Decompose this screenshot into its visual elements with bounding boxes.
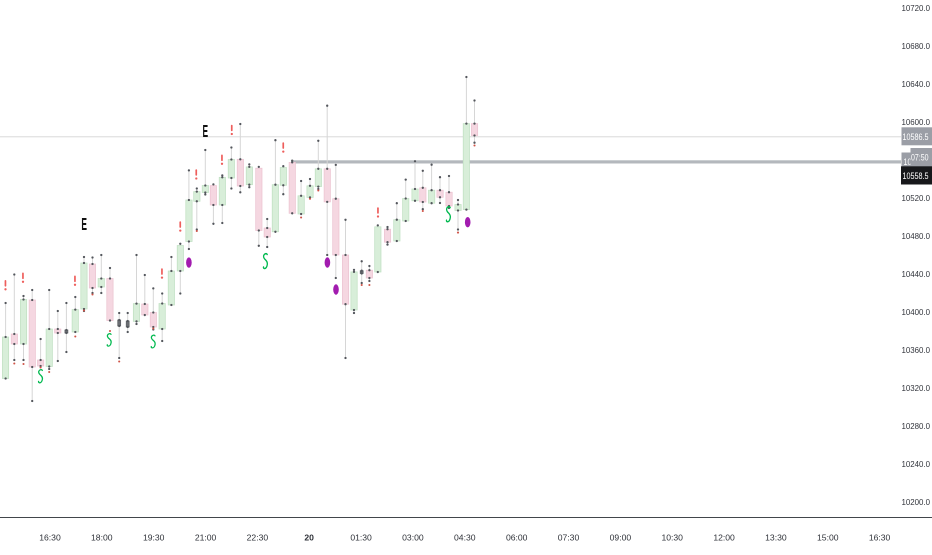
svg-text:07:30: 07:30 — [558, 533, 580, 543]
svg-text:E: E — [202, 122, 208, 141]
svg-text:10360.0: 10360.0 — [901, 346, 930, 355]
svg-text:09:00: 09:00 — [610, 533, 632, 543]
svg-text:03:00: 03:00 — [402, 533, 424, 543]
svg-text:10640.0: 10640.0 — [901, 80, 930, 89]
svg-text:20: 20 — [304, 533, 314, 543]
svg-text:10558.5: 10558.5 — [903, 171, 929, 181]
svg-text:10720.0: 10720.0 — [901, 4, 930, 13]
svg-text:E: E — [81, 215, 87, 234]
svg-text:16:30: 16:30 — [869, 533, 891, 543]
svg-text:10240.0: 10240.0 — [901, 460, 930, 469]
svg-text:10400.0: 10400.0 — [901, 308, 930, 317]
svg-text:10600.0: 10600.0 — [901, 118, 930, 127]
svg-text:15:00: 15:00 — [817, 533, 839, 543]
svg-text:10440.0: 10440.0 — [901, 270, 930, 279]
svg-text:22:30: 22:30 — [247, 533, 269, 543]
svg-text:21:00: 21:00 — [195, 533, 217, 543]
svg-text:19:30: 19:30 — [143, 533, 165, 543]
svg-text:01:30: 01:30 — [350, 533, 372, 543]
svg-text:10320.0: 10320.0 — [901, 384, 930, 393]
svg-text:10:30: 10:30 — [661, 533, 683, 543]
svg-text:18:00: 18:00 — [91, 533, 113, 543]
svg-text:10200.0: 10200.0 — [901, 498, 930, 507]
svg-text:12:00: 12:00 — [713, 533, 735, 543]
svg-text:10680.0: 10680.0 — [901, 42, 930, 51]
svg-text:07:50: 07:50 — [911, 153, 929, 163]
svg-text:06:00: 06:00 — [506, 533, 528, 543]
svg-text:10280.0: 10280.0 — [901, 422, 930, 431]
svg-text:10480.0: 10480.0 — [901, 232, 930, 241]
svg-text:16:30: 16:30 — [39, 533, 61, 543]
svg-text:13:30: 13:30 — [765, 533, 787, 543]
svg-text:10586.5: 10586.5 — [903, 132, 929, 142]
svg-text:04:30: 04:30 — [454, 533, 476, 543]
svg-text:10520.0: 10520.0 — [901, 194, 930, 203]
